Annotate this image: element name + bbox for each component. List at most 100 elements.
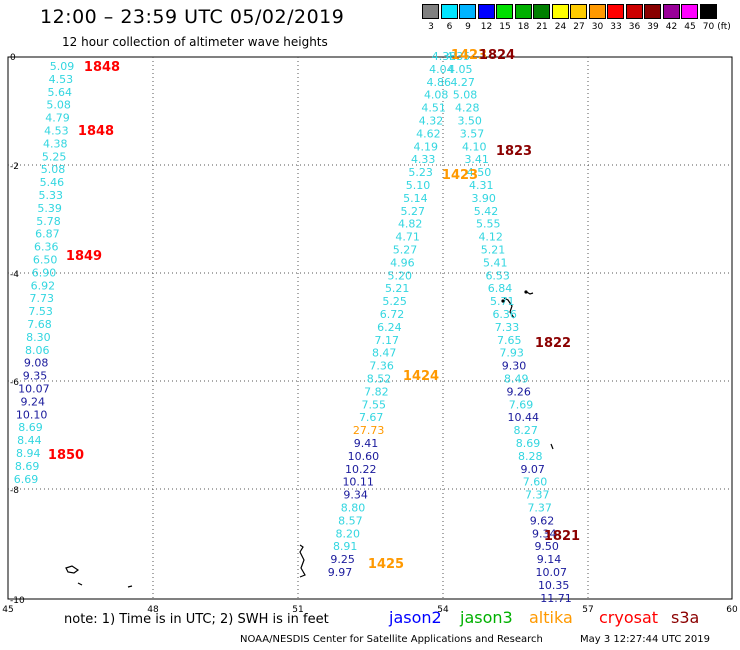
wave-height-value: 10.10 xyxy=(16,408,48,421)
footnote: note: 1) Time is in UTC; 2) SWH is in fe… xyxy=(64,612,329,627)
wave-height-value: 4.51 xyxy=(421,102,446,115)
wave-height-value: 4.96 xyxy=(390,256,415,269)
pass-time-label: 1849 xyxy=(66,249,102,264)
wave-height-value: 9.35 xyxy=(23,370,48,383)
wave-height-value: 4.50 xyxy=(467,166,492,179)
wave-height-value: 5.46 xyxy=(40,176,65,189)
legend-swatch xyxy=(533,4,550,19)
wave-height-value: 4.32 xyxy=(419,115,444,128)
wave-height-value: 8.06 xyxy=(25,344,50,357)
wave-height-value: 7.37 xyxy=(525,489,550,502)
wave-height-value: 7.73 xyxy=(30,292,55,305)
wave-height-value: 4.53 xyxy=(44,125,69,138)
land-dot xyxy=(524,290,528,294)
wave-height-value: 4.35 xyxy=(446,50,471,63)
legend-swatch xyxy=(644,4,661,19)
longitude-label: 48 xyxy=(147,605,159,615)
map-frame xyxy=(7,56,733,600)
wave-height-value: 4.79 xyxy=(45,112,70,125)
legend-swatch xyxy=(607,4,624,19)
wave-height-value: 4.38 xyxy=(43,137,68,150)
pass-time-label: 1424 xyxy=(403,369,439,384)
wave-height-value: 4.12 xyxy=(478,231,503,244)
wave-height-value: 4.71 xyxy=(395,231,420,244)
legend-label: 33 xyxy=(610,22,622,32)
wave-height-value: 5.55 xyxy=(476,218,501,231)
wave-height-value: 9.08 xyxy=(24,357,49,370)
legend-swatch xyxy=(514,4,532,19)
wave-height-value: 9.34 xyxy=(532,527,557,540)
wave-height-value: 6.87 xyxy=(35,228,60,241)
legend-unit: (ft) xyxy=(717,22,731,32)
wave-height-value: 7.65 xyxy=(497,334,522,347)
wave-height-value: 5.09 xyxy=(50,60,75,73)
legend-label: 36 xyxy=(628,22,641,32)
wave-height-value: 6.69 xyxy=(14,473,39,486)
coastline-fragments xyxy=(65,290,554,588)
generation-timestamp: May 3 12:27:44 UTC 2019 xyxy=(580,634,710,645)
wave-height-value: 9.26 xyxy=(506,385,531,398)
wave-height-value: 5.20 xyxy=(388,269,413,282)
wave-height-value: 8.28 xyxy=(518,450,543,463)
pass-time-label: 1425 xyxy=(368,557,404,572)
wave-height-value: 5.10 xyxy=(406,179,431,192)
wave-height-value: 9.24 xyxy=(21,395,46,408)
legend-label: 27 xyxy=(573,22,585,32)
wave-height-value: 7.60 xyxy=(523,476,548,489)
legend-label: 18 xyxy=(517,22,530,32)
wave-height-value: 7.67 xyxy=(359,411,384,424)
legend-swatch xyxy=(681,4,698,19)
pass-time-label: 1821 xyxy=(544,529,580,544)
wave-height-value: 4.27 xyxy=(450,76,475,89)
island-shape xyxy=(550,443,554,450)
wave-height-value: 5.08 xyxy=(41,163,66,176)
pass-time-label: 1848 xyxy=(84,60,120,75)
wave-height-value: 6.50 xyxy=(33,254,58,267)
satellite-jason3: jason3 xyxy=(460,608,513,627)
wave-height-value: 5.08 xyxy=(453,89,478,102)
wave-height-value: 8.52 xyxy=(367,373,392,386)
wave-height-value: 4.05 xyxy=(448,63,473,76)
wave-height-value: 4.04 xyxy=(429,63,454,76)
latitude-label: -6 xyxy=(10,378,19,388)
legend-swatch xyxy=(570,4,587,19)
wave-height-value: 8.47 xyxy=(372,347,397,360)
wave-height-value: 5.25 xyxy=(42,150,67,163)
map-grid xyxy=(8,57,732,599)
wave-height-value: 8.94 xyxy=(16,447,41,460)
legend-swatch xyxy=(477,4,495,19)
wave-height-value: 9.14 xyxy=(537,553,562,566)
legend-label: 21 xyxy=(536,22,548,32)
wave-height-value: 7.69 xyxy=(509,398,534,411)
wave-height-tracks: 5.094.535.645.084.794.534.385.255.085.46… xyxy=(14,50,572,605)
wave-height-value: 3.57 xyxy=(460,127,485,140)
wave-height-value: 4.53 xyxy=(49,73,74,86)
wave-height-value: 9.62 xyxy=(530,514,555,527)
map-subtitle: 12 hour collection of altimeter wave hei… xyxy=(62,35,328,49)
satellite-cryosat: cryosat xyxy=(599,608,659,627)
wave-height-value: 8.57 xyxy=(338,514,363,527)
legend-swatch xyxy=(662,4,680,19)
legend-label: 12 xyxy=(480,22,493,32)
wave-height-value: 8.80 xyxy=(341,502,366,515)
wave-height-value: 6.36 xyxy=(34,241,59,254)
satellite-s3a: s3a xyxy=(671,608,700,627)
wave-height-value: 6.53 xyxy=(485,269,510,282)
wave-height-value: 10.11 xyxy=(342,476,374,489)
longitude-label: 51 xyxy=(292,605,303,615)
wave-height-value: 5.42 xyxy=(474,205,499,218)
legend-label: 70 xyxy=(702,22,715,32)
wave-height-value: 9.50 xyxy=(534,540,559,553)
longitude-label: 57 xyxy=(582,605,593,615)
longitude-label: 60 xyxy=(726,605,738,615)
wave-height-value: 8.69 xyxy=(516,437,541,450)
wave-height-color-legend: 3 6 9 12 15 18 21 24 27 30 33 36 39 42 45 70 (ft) xyxy=(420,4,731,36)
pass-time-label: 1848 xyxy=(78,124,114,139)
island-shape xyxy=(127,585,133,588)
land-dot xyxy=(501,299,505,303)
wave-height-value: 5.64 xyxy=(48,86,73,99)
wave-height-value: 5.08 xyxy=(46,99,71,112)
wave-height-value: 6.90 xyxy=(32,266,57,279)
legend-label: 3 xyxy=(428,22,434,32)
